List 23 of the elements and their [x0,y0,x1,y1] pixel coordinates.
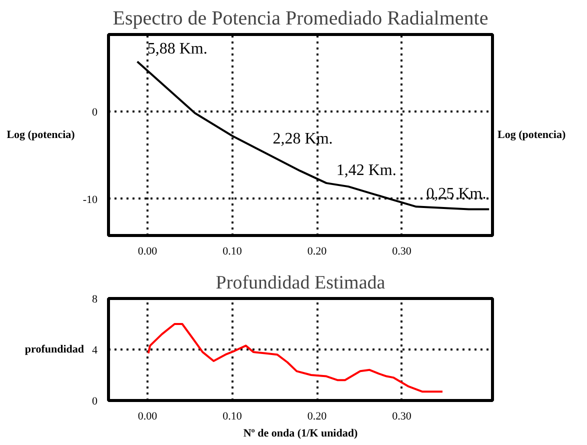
y-tick-label: 0 [92,396,98,408]
line-series [147,323,444,393]
x-tick-label: 0.10 [222,246,242,258]
annotation: 5,88 Km. [147,40,208,58]
chart-title: Profundidad Estimada [216,272,386,294]
y-axis-title: profundidad [24,344,84,356]
x-tick-label: 0.20 [307,246,328,258]
y-tick-label: -10 [82,194,98,206]
y-axis-title: Log (potencia) [6,129,76,141]
y-tick-label: 8 [92,294,98,306]
x-tick-label: 0.20 [307,410,328,422]
x-tick-label: 0.00 [138,246,158,258]
annotation: 2,28 Km. [272,130,333,148]
y-tick-label: 0 [92,106,98,118]
annotation: 1,42 Km. [336,162,396,180]
y2-axis-title: Log (potencia) [498,129,566,141]
chart-title: Espectro de Potencia Promediado Radialmente [112,8,488,30]
x-tick-label: 0.10 [222,410,242,422]
x-tick-label: 0.30 [392,410,412,422]
x-tick-label: 0.30 [392,246,412,258]
y-tick-label: 4 [92,344,98,356]
x-tick-label: 0.00 [138,410,158,422]
x-axis-title: Nº de onda (1/K unidad) [243,428,358,440]
